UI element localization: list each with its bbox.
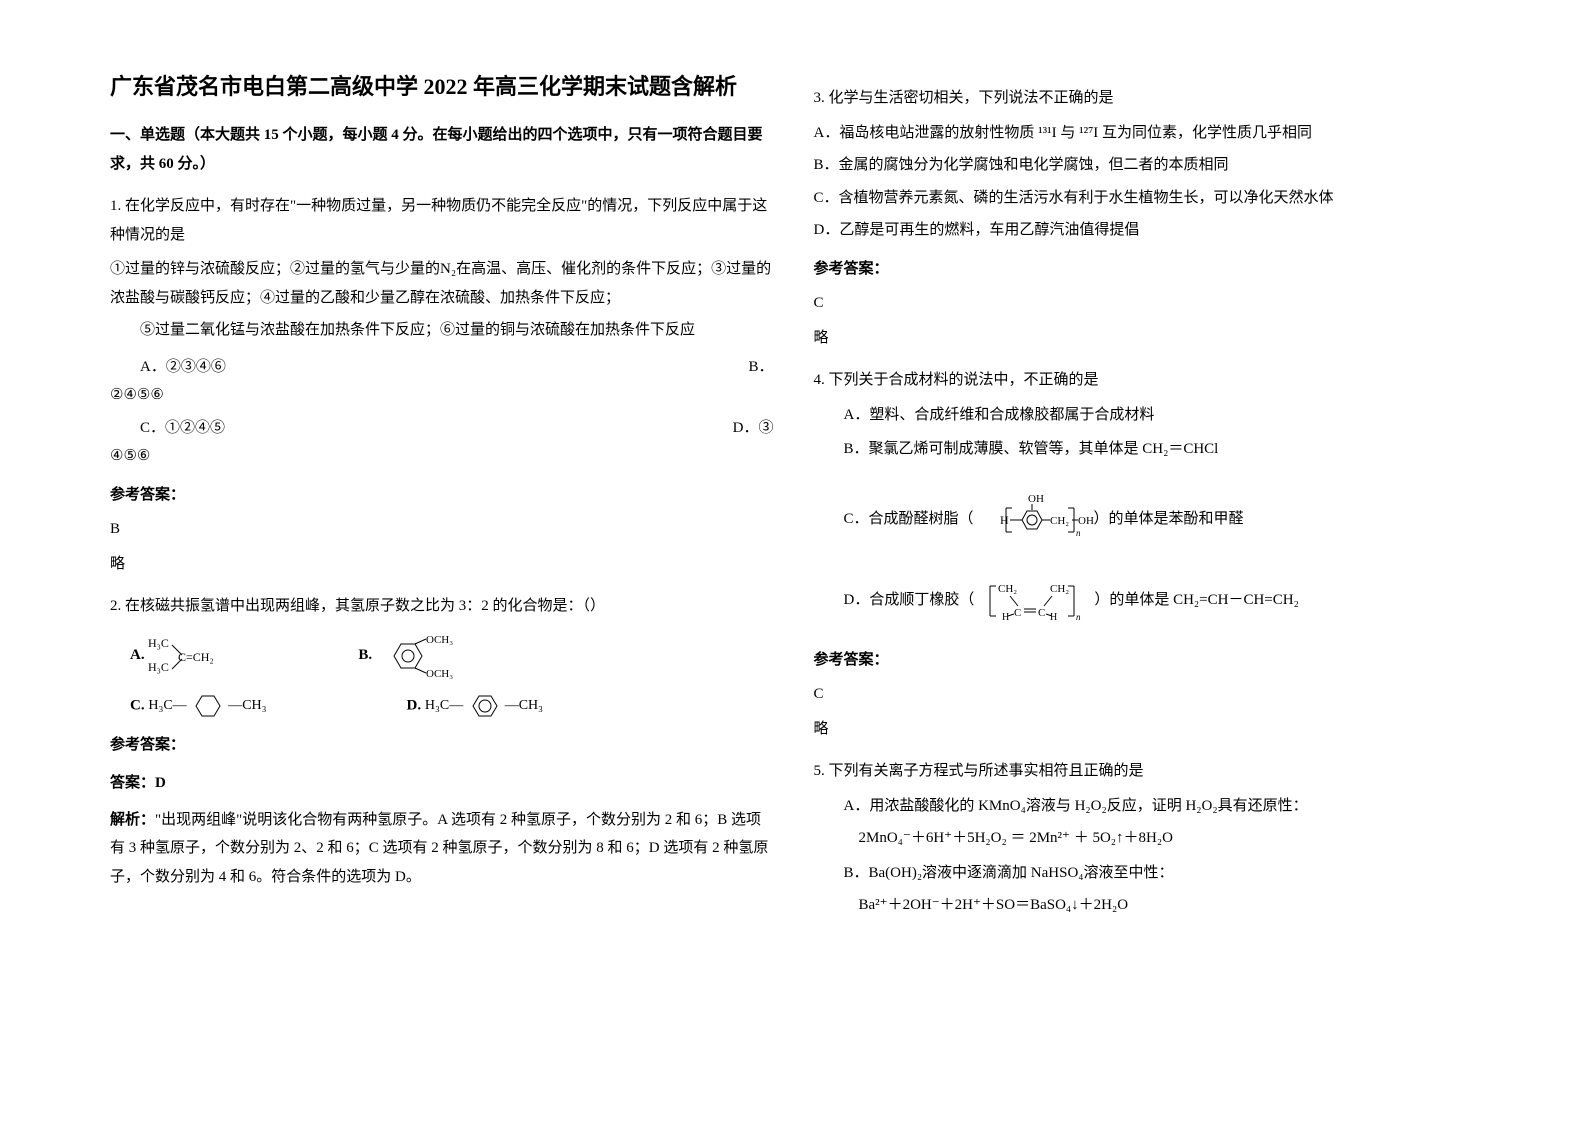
q2-optC: C. H₃C— —CH₃ — [130, 691, 267, 721]
q3-optB: B．金属的腐蚀分为化学腐蚀和电化学腐蚀，但二者的本质相同 — [814, 151, 1478, 180]
q5-eqB: Ba²⁺＋2OH⁻＋2H⁺＋SO＝BaSO₄↓＋2H₂O — [859, 891, 1478, 920]
q2-stem: 2. 在核磁共振氢谱中出现两组峰，其氢原子数之比为 3：2 的化合物是：（） — [110, 592, 774, 621]
svg-text:OH: OH — [1078, 515, 1094, 527]
q5-optA: A．用浓盐酸酸化的 KMnO₄溶液与 H₂O₂反应，证明 H₂O₂具有还原性： — [844, 792, 1478, 821]
q2-options-row2: C. H₃C— —CH₃ D. H₃C— —CH₃ — [130, 691, 774, 721]
q5-stem: 5. 下列有关离子方程式与所述事实相符且正确的是 — [814, 757, 1478, 786]
q4-optD-post: ）的单体是 CH₂=CH－CH=CH₂ — [1094, 586, 1298, 615]
q3-optA: A．福岛核电站泄露的放射性物质 ¹³¹I 与 ¹²⁷I 互为同位素，化学性质几乎… — [814, 119, 1478, 148]
svg-text:n: n — [1076, 612, 1081, 622]
svg-text:OCH₃: OCH₃ — [426, 634, 453, 646]
q5-eqA: 2MnO₄⁻＋6H⁺＋5H₂O₂ ＝ 2Mn²⁺ ＋ 5O₂↑＋8H₂O — [859, 824, 1478, 853]
q1-optA: A．②③④⑥ — [140, 353, 714, 382]
q3-optC: C．含植物营养元素氮、磷的生活污水有利于水生植物生长，可以净化天然水体 — [814, 184, 1478, 213]
q1-optB-cont: ②④⑤⑥ — [110, 381, 774, 410]
q4-optD-pre: D．合成顺丁橡胶（ — [844, 586, 975, 615]
benzene-icon — [467, 691, 501, 721]
q4-optC-pre: C．合成酚醛树脂（ — [844, 505, 974, 534]
q4-optB: B．聚氯乙烯可制成薄膜、软管等，其单体是 CH₂＝CHCl — [844, 435, 1478, 464]
q3-optD: D．乙醇是可再生的燃料，车用乙醇汽油值得提倡 — [814, 216, 1478, 245]
q1-stem2: ①过量的锌与浓硫酸反应；②过量的氢气与少量的N₂在高温、高压、催化剂的条件下反应… — [110, 255, 774, 312]
q1-optB-prefix: B． — [714, 353, 774, 382]
q4-answer: C — [814, 680, 1478, 709]
q1-optC: C．①②④⑤ — [140, 414, 714, 443]
q2-exp-label: 解析： — [110, 812, 155, 828]
q2-answer-line: 答案：D — [110, 769, 774, 798]
svg-text:H: H — [1002, 612, 1009, 623]
cyclohexane-icon — [190, 691, 224, 721]
q5-optB: B．Ba(OH)₂溶液中逐滴滴加 NaHSO₄溶液至中性： — [844, 859, 1478, 888]
q3-stem: 3. 化学与生活密切相关，下列说法不正确的是 — [814, 84, 1478, 113]
q1-optD-prefix: D．③ — [714, 414, 774, 443]
svg-text:CH₂: CH₂ — [1050, 583, 1069, 595]
q2-explanation: 解析："出现两组峰"说明该化合物有两种氢原子。A 选项有 2 种氢原子，个数分别… — [110, 806, 774, 892]
q1-answer: B — [110, 515, 774, 544]
svg-text:C: C — [1014, 607, 1021, 619]
q1-stem3: ⑤过量二氧化锰与浓盐酸在加热条件下反应；⑥过量的铜与浓硫酸在加热条件下反应 — [110, 316, 774, 345]
svg-text:H: H — [1000, 513, 1009, 527]
svg-text:OH: OH — [1028, 493, 1044, 505]
section1-header: 一、单选题（本大题共 15 个小题，每小题 4 分。在每小题给出的四个选项中，只… — [110, 121, 774, 178]
q2-optD: D. H₃C— —CH₃ — [407, 691, 544, 721]
q1-explanation: 略 — [110, 550, 774, 579]
q4-stem: 4. 下列关于合成材料的说法中，不正确的是 — [814, 366, 1478, 395]
q1-answer-label: 参考答案： — [110, 481, 774, 510]
phenolic-resin-icon: OH H CH₂ OH n — [974, 492, 1094, 548]
svg-text:C: C — [1038, 607, 1045, 619]
q2-answer-label: 参考答案： — [110, 731, 774, 760]
svg-text:CH₂: CH₂ — [998, 583, 1017, 595]
svg-text:CH₂: CH₂ — [1050, 515, 1069, 527]
document-title: 广东省茂名市电白第二高级中学 2022 年高三化学期末试题含解析 — [110, 70, 774, 103]
q4-optC: C．合成酚醛树脂（ OH H CH₂ OH n ）的单体是苯酚和甲醛 — [844, 492, 1478, 548]
q4-answer-label: 参考答案： — [814, 646, 1478, 675]
svg-text:OCH₃: OCH₃ — [426, 668, 453, 679]
q3-answer-label: 参考答案： — [814, 255, 1478, 284]
isobutylene-icon: H₃C H₃C C=CH₂ — [148, 635, 218, 677]
q2-exp-text: "出现两组峰"说明该化合物有两种氢原子。A 选项有 2 种氢原子，个数分别为 2… — [110, 812, 768, 885]
q4-explanation: 略 — [814, 715, 1478, 744]
q4-optC-post: ）的单体是苯酚和甲醛 — [1094, 505, 1244, 534]
right-column: 3. 化学与生活密切相关，下列说法不正确的是 A．福岛核电站泄露的放射性物质 ¹… — [794, 70, 1498, 1052]
q2-optA: A. H₃C H₃C C=CH₂ — [130, 635, 218, 677]
cis-polybutadiene-icon: CH₂ C C CH₂ H H n — [974, 576, 1094, 626]
left-column: 广东省茂名市电白第二高级中学 2022 年高三化学期末试题含解析 一、单选题（本… — [90, 70, 794, 1052]
q4-optD: D．合成顺丁橡胶（ CH₂ C C CH₂ H H n ）的单体是 CH₂=CH… — [844, 576, 1478, 626]
svg-text:n: n — [1076, 528, 1081, 538]
q2-options-row1: A. H₃C H₃C C=CH₂ B. OCH₃ — [130, 633, 774, 679]
q1-optD-cont: ④⑤⑥ — [110, 442, 774, 471]
svg-text:H: H — [1050, 612, 1057, 623]
q1-stem1: 1. 在化学反应中，有时存在"一种物质过量，另一种物质仍不能完全反应"的情况，下… — [110, 192, 774, 249]
q2-optB: B. OCH₃ OCH₃ — [358, 633, 466, 679]
dimethoxybenzene-icon: OCH₃ OCH₃ — [376, 633, 466, 679]
svg-text:H₃C: H₃C — [148, 660, 169, 674]
q3-answer: C — [814, 289, 1478, 318]
q3-explanation: 略 — [814, 324, 1478, 353]
q4-optA: A．塑料、合成纤维和合成橡胶都属于合成材料 — [844, 401, 1478, 430]
svg-text:H₃C: H₃C — [148, 636, 169, 650]
svg-text:C=CH₂: C=CH₂ — [178, 650, 214, 664]
